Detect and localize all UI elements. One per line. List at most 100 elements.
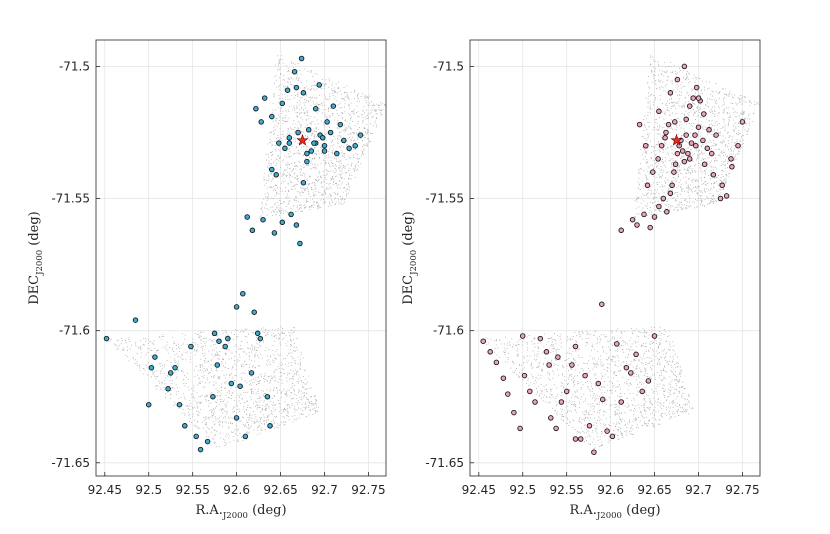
source-point bbox=[276, 140, 282, 146]
source-point bbox=[228, 380, 235, 387]
source-point bbox=[667, 90, 674, 96]
source-point bbox=[258, 119, 264, 125]
x-tick-label: 92.45 bbox=[88, 483, 122, 497]
source-point bbox=[286, 135, 293, 141]
source-point bbox=[582, 372, 588, 379]
source-point bbox=[493, 359, 500, 366]
source-point bbox=[683, 116, 689, 123]
source-point bbox=[324, 119, 330, 125]
y-tick-label: -71.65 bbox=[425, 456, 464, 470]
source-point bbox=[269, 166, 275, 173]
y-axis-label-right: DECJ2000 (deg) bbox=[401, 211, 419, 305]
source-point bbox=[321, 142, 328, 149]
x-tick-label: 92.55 bbox=[549, 483, 583, 497]
grid-left bbox=[96, 40, 386, 476]
source-point bbox=[690, 95, 696, 101]
source-point bbox=[480, 338, 486, 344]
source-point bbox=[685, 150, 691, 157]
y-tick-label: -71.6 bbox=[433, 324, 464, 338]
source-point bbox=[693, 142, 699, 149]
x-tick-label: 92.5 bbox=[135, 483, 162, 497]
source-point bbox=[311, 140, 317, 146]
cluster-center-star bbox=[670, 133, 683, 146]
source-point bbox=[663, 129, 669, 136]
source-point bbox=[548, 415, 554, 421]
source-point bbox=[193, 433, 199, 440]
source-point bbox=[254, 330, 261, 337]
x-tick-label: 92.7 bbox=[685, 483, 712, 497]
source-point bbox=[132, 317, 139, 323]
source-point bbox=[293, 84, 300, 91]
source-point bbox=[599, 396, 606, 403]
source-point bbox=[644, 182, 651, 189]
source-point bbox=[237, 383, 243, 389]
source-point bbox=[662, 135, 668, 141]
source-point bbox=[242, 433, 249, 440]
source-point bbox=[103, 335, 110, 342]
x-axis-label-left: R.A.J2000 (deg) bbox=[195, 503, 286, 521]
source-point bbox=[352, 142, 358, 149]
source-point bbox=[319, 135, 326, 141]
source-point bbox=[279, 219, 286, 226]
source-point bbox=[251, 309, 257, 315]
source-point bbox=[519, 333, 526, 339]
source-point bbox=[165, 386, 171, 392]
source-point bbox=[723, 193, 730, 199]
y-tick-label: -71.5 bbox=[433, 59, 464, 73]
ticks-right: 92.45 92.5 92.55 92.6 92.65 92.7 92.75 -71.65 -7… bbox=[425, 59, 759, 497]
source-point bbox=[681, 158, 688, 165]
sources-left bbox=[103, 55, 364, 453]
source-point bbox=[305, 127, 312, 133]
axes-frame-left bbox=[95, 39, 387, 477]
source-point bbox=[300, 90, 307, 96]
source-point bbox=[284, 87, 291, 93]
source-point bbox=[655, 156, 661, 162]
source-point bbox=[692, 132, 698, 138]
source-point bbox=[671, 169, 677, 175]
source-point bbox=[225, 335, 231, 342]
source-point bbox=[719, 182, 725, 189]
source-point bbox=[641, 211, 647, 218]
source-point bbox=[264, 393, 271, 400]
source-point bbox=[577, 436, 584, 442]
source-point bbox=[656, 108, 662, 115]
source-point bbox=[295, 129, 301, 136]
source-point bbox=[233, 415, 240, 421]
source-point bbox=[658, 142, 665, 149]
source-point bbox=[312, 105, 319, 112]
background-field-region-0 bbox=[108, 326, 319, 448]
source-point bbox=[595, 380, 602, 387]
source-point bbox=[739, 119, 746, 125]
source-point bbox=[222, 343, 228, 350]
background-field-left bbox=[108, 55, 386, 448]
source-point bbox=[316, 82, 322, 88]
x-tick-label: 92.65 bbox=[637, 483, 671, 497]
source-point bbox=[511, 409, 517, 416]
y-tick-label: -71.55 bbox=[425, 192, 464, 206]
source-point bbox=[706, 127, 712, 133]
source-point bbox=[197, 446, 204, 453]
x-tick-label: 92.65 bbox=[263, 483, 297, 497]
source-point bbox=[701, 161, 708, 167]
cluster-center-star bbox=[296, 133, 309, 146]
source-point bbox=[586, 423, 593, 429]
source-point bbox=[735, 142, 741, 149]
source-point bbox=[623, 364, 630, 371]
source-point bbox=[569, 362, 575, 368]
source-point bbox=[321, 148, 328, 154]
source-point bbox=[532, 399, 538, 405]
source-point bbox=[304, 158, 310, 165]
source-point bbox=[304, 150, 310, 157]
source-point bbox=[729, 164, 735, 170]
source-point bbox=[708, 150, 715, 157]
source-point bbox=[543, 349, 550, 355]
source-point bbox=[693, 84, 700, 91]
x-axis-label-right: R.A.J2000 (deg) bbox=[569, 503, 660, 521]
source-point bbox=[572, 436, 579, 442]
source-point bbox=[282, 145, 288, 152]
source-point bbox=[614, 341, 620, 347]
x-tick-label: 92.6 bbox=[223, 483, 250, 497]
source-point bbox=[286, 140, 293, 146]
x-tick-label: 92.6 bbox=[597, 483, 624, 497]
source-point bbox=[240, 290, 246, 297]
